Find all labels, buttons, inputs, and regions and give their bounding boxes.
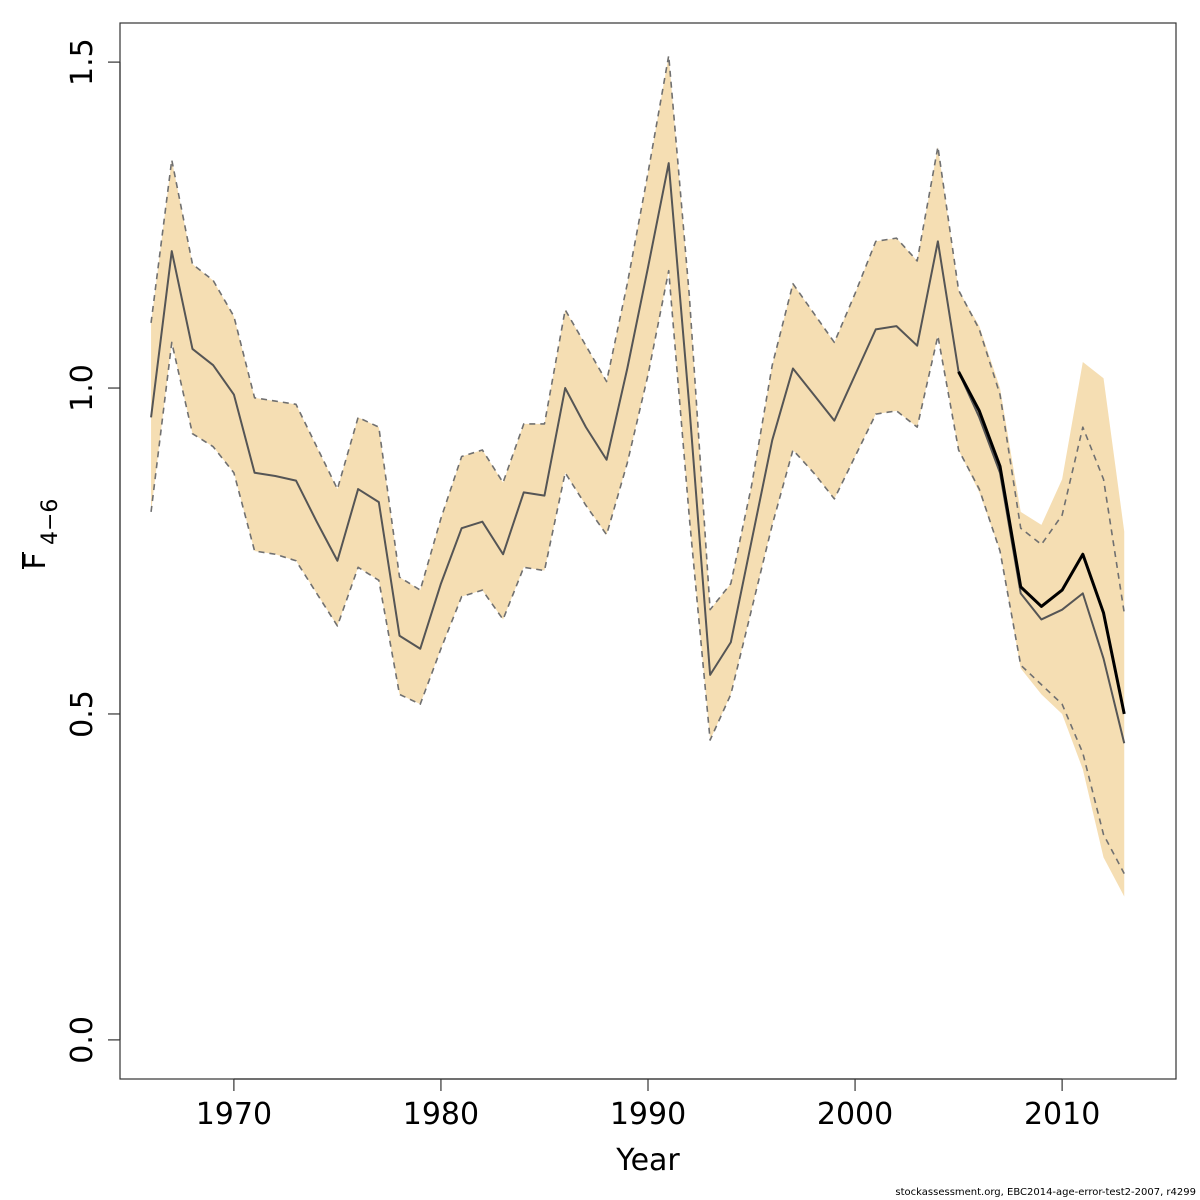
y-axis-title-main: F (18, 552, 53, 569)
plot-area (150, 54, 1126, 897)
y-tick-label: 1.0 (65, 364, 100, 412)
x-tick-label: 1970 (196, 1097, 272, 1132)
y-axis-title: F 4−6 (18, 499, 63, 570)
series-line-bold-black (957, 371, 1126, 715)
x-tick-label: 2010 (1024, 1097, 1100, 1132)
series-line-dashed-lower (150, 269, 1125, 875)
y-tick-label: 1.5 (65, 38, 100, 86)
x-tick-label: 1990 (610, 1097, 686, 1132)
y-axis: 0.0 0.5 1.0 1.5 (65, 38, 121, 1064)
x-axis-title: Year (615, 1143, 680, 1178)
y-tick-label: 0.5 (65, 690, 100, 738)
x-axis: 1970 1980 1990 2000 2010 (196, 1078, 1100, 1132)
footer-caption: stockassessment.org, EBC2014-age-error-t… (895, 1187, 1196, 1198)
y-axis-title-subscript: 4−6 (38, 499, 63, 545)
y-tick-label: 0.0 (65, 1016, 100, 1064)
confidence-band (151, 55, 1125, 897)
x-tick-label: 2000 (817, 1097, 893, 1132)
x-tick-label: 1980 (403, 1097, 479, 1132)
